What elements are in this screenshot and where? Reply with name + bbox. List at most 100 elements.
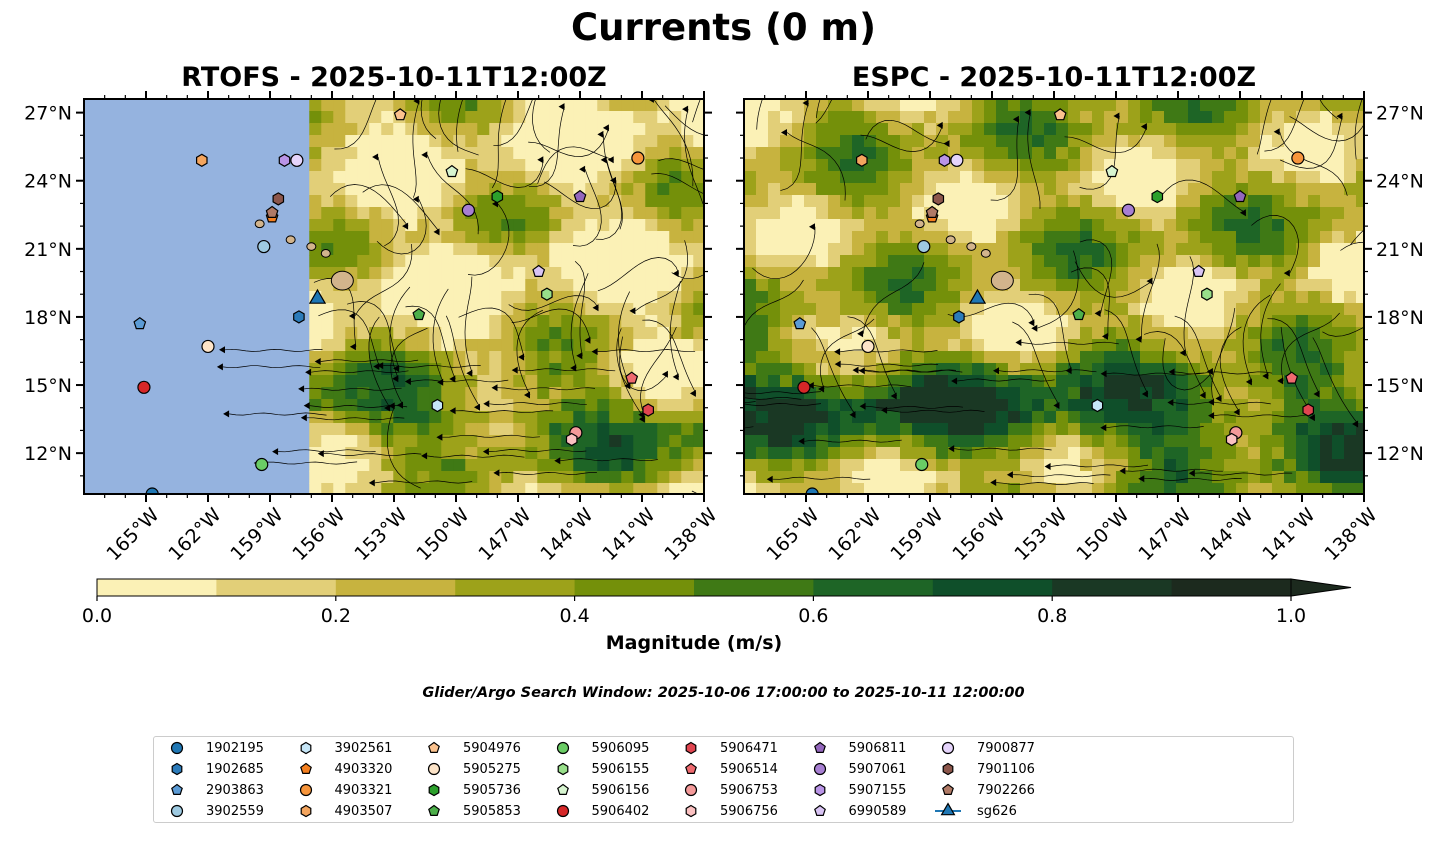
legend-marker-circle-icon [299,783,312,797]
legend-item-5907155: 5907155 [805,780,906,800]
legend-marker-circle-icon [556,804,569,818]
search-window-text: Glider/Argo Search Window: 2025-10-06 17… [422,685,1025,701]
legend-item-5907061: 5907061 [805,759,906,779]
legend-label: 5906471 [720,740,778,756]
float-4903321 [631,151,645,165]
float-5906811 [573,189,587,203]
float-5905736 [491,189,504,204]
float-5906156 [445,164,459,178]
legend-item-7900877: 7900877 [933,738,1035,758]
legend-marker-5906753 [684,783,698,797]
legend-item-5906156: 5906156 [548,780,649,800]
float-5905275 [201,339,215,354]
espc-lon-tick-label: 138°W [1320,504,1381,565]
rtofs-hawaiian-islands [254,219,354,291]
rtofs-lat-tick-label: 24°N [24,171,72,193]
espc-lat-tick-label: 21°N [1376,239,1424,261]
legend-label: 7902266 [977,782,1035,798]
legend-marker-4903321 [299,783,312,797]
float-7902266 [925,205,939,218]
legend-item-5906402: 5906402 [548,801,649,821]
legend-marker-hexagon-icon [300,741,311,755]
legend-label: 1902685 [206,761,264,777]
legend-marker-hexagon-icon [685,741,697,755]
legend-marker-pentagon-icon [813,804,826,816]
float-4903507 [855,153,868,167]
espc-float-markers [793,108,1315,494]
float-1902685 [953,310,965,324]
legend-item-6990589: 6990589 [805,801,906,821]
float-2903863 [133,316,147,330]
float-6990589 [1192,264,1206,277]
legend-marker-hexagon-icon [685,804,697,818]
legend-marker-2903863 [171,783,183,795]
legend-marker-hexagon-icon [300,804,311,818]
float-5906155 [541,287,553,301]
legend-marker-5904976 [428,741,440,753]
legend-marker-4903320 [299,762,312,774]
espc-lat-tick-label: 18°N [1376,307,1424,329]
float-3902561 [431,398,444,413]
float-7900877 [950,153,964,167]
island-oahu [285,235,296,245]
legend-label: 5906753 [720,782,778,798]
float-5907155 [938,153,951,167]
legend-marker-1902685 [171,762,183,776]
legend-marker-5906811 [813,741,826,753]
legend-marker-hexagon-icon [171,762,183,776]
espc-lon-tick-label: 150°W [1072,504,1133,565]
espc-lat-tick-label: 12°N [1376,443,1424,465]
legend-marker-7901106 [942,762,954,776]
figure-title: Currents (0 m) [570,6,876,49]
island-kauai [914,219,925,229]
legend-marker-pentagon-icon [556,783,569,795]
legend-item-5905275: 5905275 [419,759,521,779]
float-sg626 [308,288,327,304]
float-5907061 [1121,203,1136,217]
rtofs-lon-tick-label: 165°W [102,504,163,565]
colorbar-segment [455,579,576,596]
legend-marker-3902559 [170,804,184,818]
rtofs-lat-tick-label: 21°N [24,239,72,261]
legend-marker-pentagon-icon [299,762,312,774]
legend-marker-hexagon-icon [814,783,825,797]
float-5906756 [1225,432,1238,447]
float-2903863 [793,316,807,330]
colorbar-tick-label: 0.8 [1037,605,1067,627]
island-molokai [966,242,977,251]
legend-label: 2903863 [206,782,264,798]
legend-item-5906514: 5906514 [676,759,778,779]
legend-marker-5907155 [814,783,825,797]
legend-marker-circle-icon [941,741,955,755]
espc-lat-tick-label: 24°N [1376,171,1424,193]
colorbar-label: Magnitude (m/s) [605,632,783,654]
legend-item-5905853: 5905853 [419,801,521,821]
rtofs-lon-tick-label: 150°W [412,504,473,565]
rtofs-lon-tick-label: 144°W [536,504,597,565]
legend-label: 5906095 [591,740,650,756]
island-maui [320,249,331,258]
espc-hawaiian-islands [914,219,1014,291]
island-hawaii [990,270,1014,291]
float-5907155 [278,153,291,167]
legend-marker-5906514 [685,762,697,774]
float-sg626 [968,288,987,304]
float-5907061 [461,203,475,217]
legend-marker-5905736 [428,783,440,797]
legend-marker-5906095 [556,741,569,755]
legend-item-5906471: 5906471 [676,738,778,758]
float-5906756 [565,432,578,447]
colorbar-tick-label: 0.6 [798,605,828,627]
legend: 1902195 1902685 2903863 3902559 3902561 49033… [153,736,1294,823]
float-5905853 [412,307,426,321]
float-5905275 [861,339,875,354]
legend-marker-pentagon-icon [942,783,954,795]
float-7901106 [272,192,285,206]
float-5906155 [1201,287,1213,301]
island-oahu [945,235,956,245]
legend-item-5906753: 5906753 [676,780,778,800]
colorbar-segment [813,579,934,596]
legend-marker-circle-icon [170,804,184,818]
legend-item-4903320: 4903320 [291,759,392,779]
float-5906095 [915,457,929,472]
